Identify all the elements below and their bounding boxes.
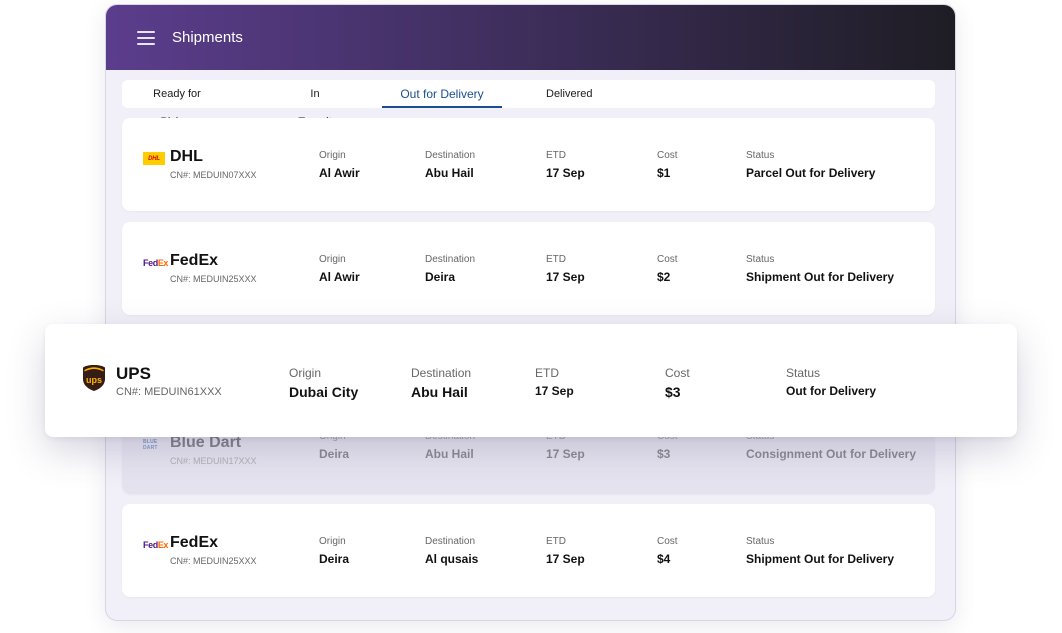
- status-value: Parcel Out for Delivery: [746, 166, 876, 180]
- carrier-name: UPS: [116, 364, 151, 383]
- origin-label: Origin: [319, 254, 346, 265]
- destination-label: Destination: [425, 254, 476, 265]
- status-field: Status Shipment Out for Delivery: [746, 536, 894, 566]
- ups-logo-icon: ups: [82, 364, 106, 397]
- app-header: Shipments: [106, 5, 955, 70]
- origin-field: Origin Deira: [319, 536, 349, 566]
- consignment-number: CN#: MEDUIN61XXX: [116, 386, 222, 398]
- status-label: Status: [746, 536, 775, 547]
- cost-value: $1: [657, 166, 671, 180]
- status-field: Status Shipment Out for Delivery: [746, 254, 894, 284]
- origin-field: Origin Dubai City: [289, 366, 358, 400]
- destination-value: Al qusais: [425, 552, 479, 566]
- destination-value: Abu Hail: [425, 166, 474, 180]
- etd-field: ETD 17 Sep: [535, 366, 574, 398]
- status-label: Status: [746, 254, 775, 265]
- consignment-number: CN#: MEDUIN07XXX: [170, 170, 257, 180]
- status-label: Status: [786, 366, 821, 380]
- etd-value: 17 Sep: [546, 447, 585, 461]
- etd-value: 17 Sep: [535, 384, 574, 398]
- status-field: Status Parcel Out for Delivery: [746, 150, 875, 180]
- fedex-logo-icon: FedEx: [143, 258, 168, 268]
- origin-label: Origin: [289, 366, 322, 380]
- origin-value: Al Awir: [319, 166, 360, 180]
- fedex-logo-fed: Fed: [143, 258, 158, 268]
- cost-field: Cost $3: [665, 366, 690, 400]
- etd-value: 17 Sep: [546, 552, 585, 566]
- cost-field: Cost $1: [657, 150, 678, 180]
- status-value: Consignment Out for Delivery: [746, 447, 917, 461]
- destination-label: Destination: [425, 150, 476, 161]
- destination-field: Destination Abu Hail: [425, 150, 475, 180]
- status-field: Status Out for Delivery: [786, 366, 876, 398]
- origin-value: Dubai City: [289, 384, 359, 400]
- destination-label: Destination: [411, 366, 472, 380]
- destination-label: Destination: [425, 536, 476, 547]
- status-tabs: Ready for Pickup In Transit Out for Deli…: [122, 80, 935, 128]
- cost-value: $3: [665, 384, 681, 400]
- etd-field: ETD 17 Sep: [546, 150, 585, 180]
- etd-value: 17 Sep: [546, 166, 585, 180]
- tab-in-transit[interactable]: In Transit: [298, 88, 331, 128]
- origin-label: Origin: [319, 536, 346, 547]
- origin-field: Origin Al Awir: [319, 150, 360, 180]
- cost-label: Cost: [657, 254, 678, 265]
- destination-value: Abu Hail: [425, 447, 474, 461]
- fedex-logo-ex: Ex: [157, 258, 169, 268]
- etd-field: ETD 17 Sep: [546, 254, 585, 284]
- cost-label: Cost: [657, 536, 678, 547]
- etd-label: ETD: [535, 366, 559, 380]
- consignment-number: CN#: MEDUIN25XXX: [170, 274, 257, 284]
- tab-ready-for-pickup[interactable]: Ready for Pickup: [153, 88, 201, 128]
- etd-field: ETD 17 Sep: [546, 536, 585, 566]
- origin-value: Deira: [319, 552, 350, 566]
- highlighted-shipment-card[interactable]: ups UPS CN#: MEDUIN61XXX Origin Dubai Cit…: [45, 324, 1017, 437]
- origin-value: Al Awir: [319, 270, 360, 284]
- shipments-app: Shipments Ready for Pickup In Transit Ou…: [105, 4, 956, 621]
- fedex-logo-fed: Fed: [143, 540, 158, 550]
- tab-out-for-delivery[interactable]: Out for Delivery: [382, 80, 502, 108]
- shipment-card[interactable]: FedEx FedEx CN#: MEDUIN25XXX Origin Al Aw…: [122, 222, 935, 315]
- status-value: Out for Delivery: [786, 384, 877, 398]
- cost-value: $4: [657, 552, 671, 566]
- dhl-logo-text: DHL: [148, 155, 160, 162]
- cost-label: Cost: [665, 366, 690, 380]
- fedex-logo-icon: FedEx: [143, 540, 168, 550]
- destination-field: Destination Abu Hail: [411, 366, 471, 400]
- shipment-card[interactable]: FedEx FedEx CN#: MEDUIN25XXX Origin Deira…: [122, 504, 935, 597]
- fedex-logo-ex: Ex: [157, 540, 169, 550]
- cost-value: $2: [657, 270, 671, 284]
- etd-label: ETD: [546, 254, 566, 265]
- status-value: Shipment Out for Delivery: [746, 552, 895, 566]
- destination-value: Abu Hail: [411, 384, 468, 400]
- cost-field: Cost $2: [657, 254, 678, 284]
- cost-value: $3: [657, 447, 671, 461]
- origin-field: Origin Al Awir: [319, 254, 360, 284]
- shipment-card[interactable]: DHL DHL CN#: MEDUIN07XXX Origin Al Awir D…: [122, 118, 935, 211]
- hamburger-menu-icon[interactable]: [137, 30, 155, 45]
- destination-field: Destination Al qusais: [425, 536, 478, 566]
- blue-dart-logo-icon: BLUE DART: [143, 439, 158, 451]
- etd-value: 17 Sep: [546, 270, 585, 284]
- page-title: Shipments: [172, 29, 243, 46]
- consignment-number: CN#: MEDUIN25XXX: [170, 556, 257, 566]
- dhl-logo-icon: DHL: [143, 152, 165, 165]
- status-value: Shipment Out for Delivery: [746, 270, 895, 284]
- consignment-number: CN#: MEDUIN17XXX: [170, 456, 257, 466]
- destination-field: Destination Deira: [425, 254, 475, 284]
- origin-value: Deira: [319, 447, 350, 461]
- carrier-name: FedEx: [170, 252, 219, 269]
- destination-value: Deira: [425, 270, 456, 284]
- etd-label: ETD: [546, 536, 566, 547]
- status-label: Status: [746, 150, 775, 161]
- tab-delivered[interactable]: Delivered: [546, 88, 593, 100]
- carrier-name: DHL: [170, 148, 203, 165]
- cost-label: Cost: [657, 150, 678, 161]
- cost-field: Cost $4: [657, 536, 678, 566]
- etd-label: ETD: [546, 150, 566, 161]
- ups-logo-text: ups: [86, 375, 102, 385]
- origin-label: Origin: [319, 150, 346, 161]
- carrier-name: FedEx: [170, 534, 219, 551]
